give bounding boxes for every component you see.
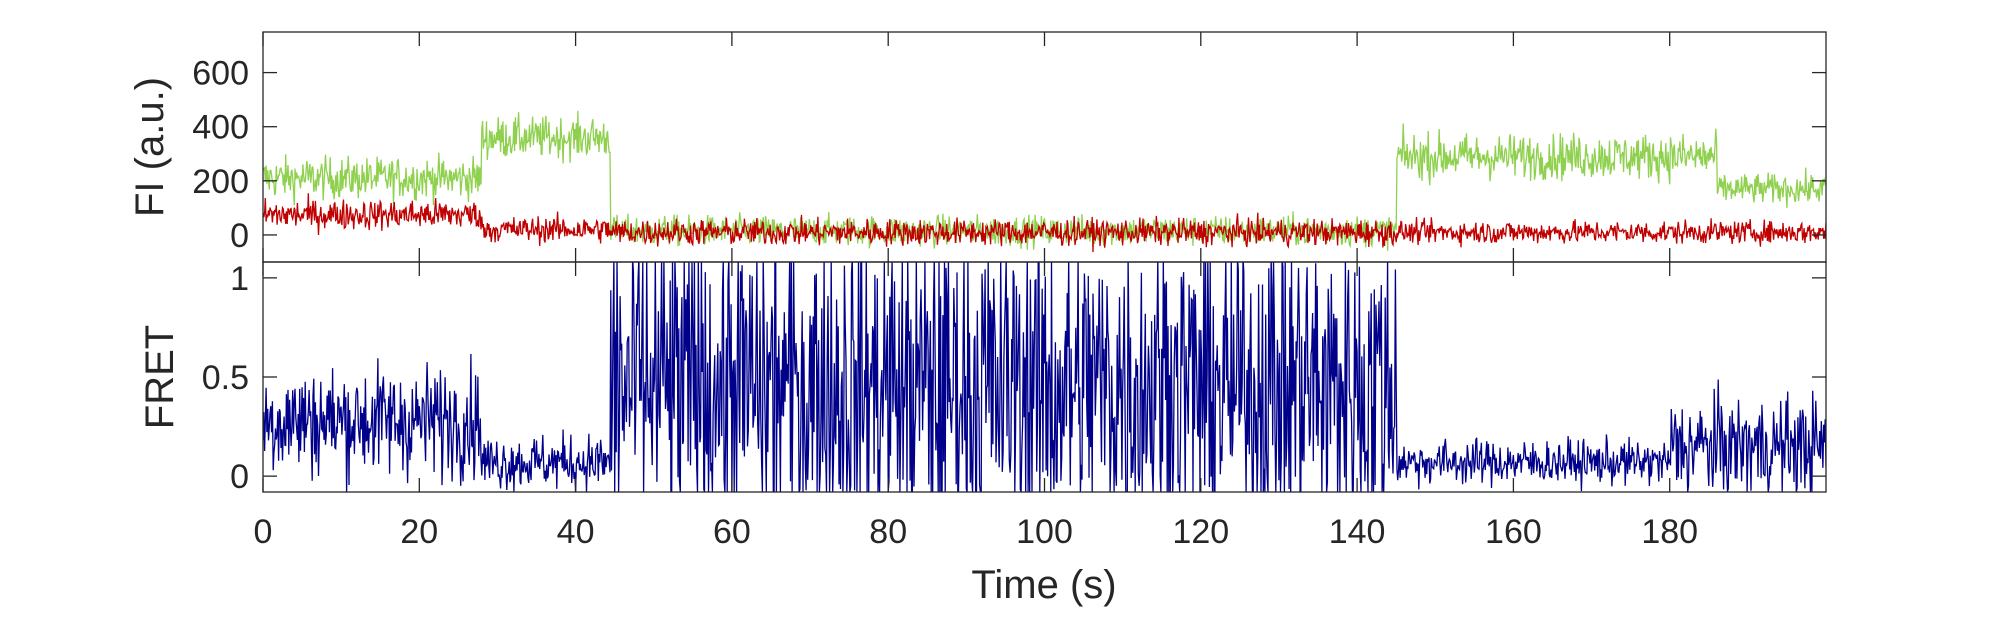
fluorescence-series-0 <box>263 110 1826 251</box>
fluorescence-plot-area <box>263 32 1826 262</box>
fluorescence-y-axis-label: FI (a.u.) <box>128 77 172 217</box>
fluorescence-y-ticks: 0 200 400 600 <box>192 55 1826 255</box>
fluorescence-ytick-label-0: 0 <box>230 217 249 255</box>
time-x-axis-label: Time (s) <box>971 563 1116 607</box>
fret-frame <box>262 261 1827 493</box>
time-xtick-label-3: 60 <box>713 513 751 551</box>
time-xtick-label-7: 140 <box>1329 513 1386 551</box>
fret-ytick-label-2: 1 <box>230 260 249 298</box>
time-xtick-label-8: 160 <box>1485 513 1542 551</box>
time-xtick-label-0: 0 <box>254 513 273 551</box>
fluorescence-ytick-label-1: 200 <box>192 163 249 201</box>
fluorescence-ytick-label-2: 400 <box>192 109 249 147</box>
time-xtick-label-1: 20 <box>400 513 438 551</box>
fret-series-group <box>263 262 1826 492</box>
fluorescence-series-group <box>263 110 1826 253</box>
fret-ytick-label-0: 0 <box>230 458 249 496</box>
fret-series-0 <box>263 262 1826 492</box>
time-xtick-label-5: 100 <box>1016 513 1073 551</box>
fret-panel: 00.51 0 20 40 60 80 100 120 140 160 180 FRET Time… <box>138 32 1827 607</box>
time-x-ticks: 0 20 40 60 80 100 120 140 160 180 <box>254 32 1698 551</box>
fret-y-ticks: 00.51 <box>202 260 1826 496</box>
fret-y-axis-label: FRET <box>138 325 182 429</box>
time-xtick-label-4: 80 <box>869 513 907 551</box>
time-xtick-label-2: 40 <box>557 513 595 551</box>
fluorescence-panel: 0 200 400 600 FI (a.u.) <box>128 31 1827 263</box>
fluorescence-ytick-label-3: 600 <box>192 55 249 93</box>
fluorescence-series-1 <box>263 193 1826 253</box>
fret-ytick-label-1: 0.5 <box>202 359 249 397</box>
time-xtick-label-9: 180 <box>1641 513 1698 551</box>
time-xtick-label-6: 120 <box>1172 513 1229 551</box>
